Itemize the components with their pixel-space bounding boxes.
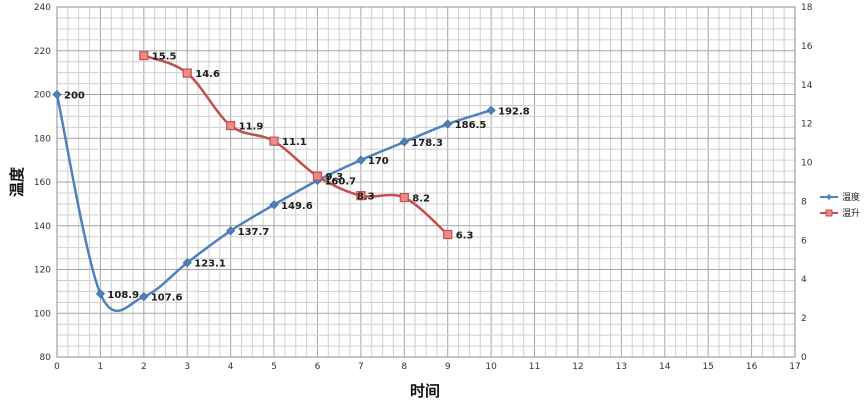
data-label-temperature-rise: 8.3: [357, 192, 375, 203]
data-label-temperature: 107.6: [151, 293, 183, 304]
y-tick-label: 120: [34, 266, 51, 276]
plot-area-border: [56, 6, 796, 358]
x-tick-label: 2: [141, 362, 147, 372]
legend-label-temperature-rise: 温升: [842, 208, 860, 219]
data-point-temperature-rise: [399, 192, 409, 203]
x-tick-label: 4: [228, 362, 234, 372]
x-tick-label: 17: [789, 362, 800, 372]
y2-tick-label: 16: [801, 42, 813, 52]
x-tick-label: 8: [401, 362, 407, 372]
data-label-temperature: 170: [368, 156, 389, 167]
y-tick-label: 140: [34, 222, 51, 232]
x-tick-label: 13: [616, 362, 627, 372]
data-label-temperature-rise: 14.6: [195, 69, 220, 80]
y-tick-label: 180: [34, 134, 51, 144]
x-tick-label: 3: [184, 362, 190, 372]
data-labels: 200 108.9 107.6 123.1 137.7 149.6 160.7 170 178.…: [64, 52, 530, 304]
y-tick-label: 100: [34, 309, 51, 319]
data-label-temperature-rise: 8.2: [412, 194, 430, 205]
y2-tick-label: 8: [801, 197, 807, 207]
y-tick-label: 200: [34, 91, 51, 101]
data-point-temperature-rise: [443, 229, 453, 240]
y-tick-label: 160: [34, 178, 51, 188]
y-axis-title: 温度: [8, 166, 26, 197]
legend-label-temperature: 温度: [842, 191, 860, 203]
series: [52, 51, 496, 313]
y2-tick-label: 0: [801, 353, 807, 363]
x-tick-label: 0: [54, 362, 60, 372]
data-point-temperature: [95, 289, 105, 299]
data-point-temperature-rise: [269, 136, 279, 146]
legend-marker-temperature: [826, 194, 832, 200]
x-tick-label: 1: [98, 362, 104, 372]
y2-tick-label: 2: [801, 314, 807, 324]
y2-tick-label: 6: [801, 236, 807, 246]
x-axis-title: 时间: [410, 382, 440, 400]
y-tick-label: 240: [34, 3, 51, 13]
data-point-temperature: [486, 105, 496, 115]
y2-tick-label: 4: [801, 275, 807, 285]
data-point-temperature: [399, 137, 409, 147]
data-label-temperature: 149.6: [281, 201, 313, 212]
data-point-temperature: [139, 292, 149, 302]
data-label-temperature: 192.8: [498, 106, 530, 117]
data-label-temperature-rise: 9.3: [325, 172, 343, 183]
data-label-temperature: 200: [64, 91, 85, 102]
data-point-temperature: [226, 226, 236, 236]
x-tick-label: 6: [315, 362, 321, 372]
data-label-temperature-rise: 11.9: [239, 122, 264, 133]
y2-tick-label: 18: [801, 3, 813, 13]
x-tick-label: 9: [445, 362, 451, 372]
x-tick-label: 10: [485, 362, 497, 372]
data-point-temperature-rise: [182, 68, 192, 78]
data-label-temperature: 108.9: [107, 290, 139, 301]
y-tick-label: 80: [40, 353, 52, 363]
y2-tick-label: 10: [801, 159, 813, 169]
data-label-temperature: 137.7: [238, 227, 270, 238]
data-point-temperature-rise: [356, 191, 366, 201]
data-point-temperature-rise: [226, 121, 236, 131]
data-label-temperature: 160.7: [324, 176, 356, 187]
gridlines: [56, 6, 796, 358]
data-label-temperature: 186.5: [455, 120, 487, 131]
x-tick-label: 14: [659, 362, 671, 372]
data-label-temperature: 123.1: [194, 259, 226, 270]
x-tick-label: 5: [271, 362, 277, 372]
x-tick-label: 16: [746, 362, 758, 372]
x-tick-label: 7: [358, 362, 364, 372]
data-label-temperature-rise: 11.1: [282, 137, 307, 148]
y-tick-label: 220: [34, 47, 51, 57]
x-tick-label: 15: [702, 362, 713, 372]
data-label-temperature-rise: 15.5: [152, 52, 177, 63]
x-tick-label: 12: [572, 362, 583, 372]
data-point-temperature: [52, 89, 62, 100]
y2-tick-label: 12: [801, 120, 812, 130]
data-point-temperature: [269, 200, 279, 210]
y2-tick-label: 14: [801, 81, 813, 91]
data-point-temperature-rise: [312, 171, 323, 181]
data-point-temperature-rise: [139, 51, 149, 61]
data-point-temperature: [356, 155, 366, 165]
tick-labels: 0 1 2 3 4 5 6 7 8 9 10 11 12 13 14 15 16 1780100120140160…: [34, 3, 813, 372]
data-label-temperature-rise: 6.3: [456, 231, 474, 242]
data-point-temperature: [182, 258, 192, 268]
x-tick-label: 11: [529, 362, 540, 372]
axes: [56, 6, 796, 358]
data-label-temperature: 178.3: [411, 138, 443, 149]
legend-marker-temperature-rise: [825, 209, 833, 217]
data-point-temperature: [443, 119, 453, 129]
